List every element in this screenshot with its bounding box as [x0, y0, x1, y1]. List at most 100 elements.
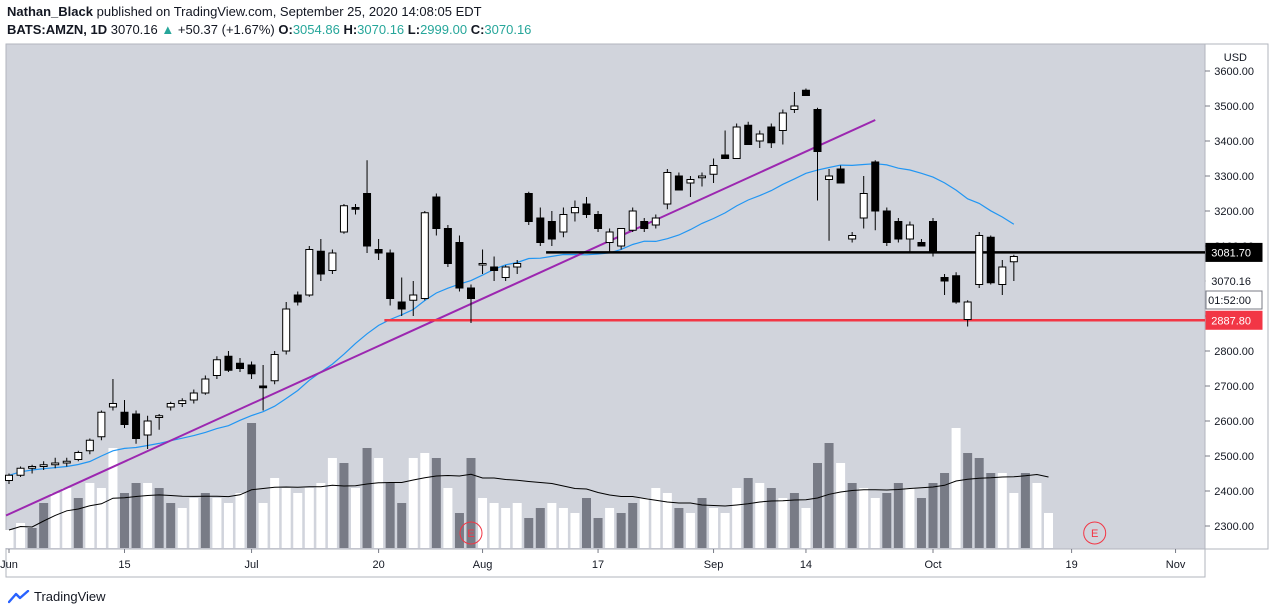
- volume-bar: [870, 498, 880, 548]
- candle-body: [432, 196, 441, 229]
- price-tick-label: 2400.00: [1214, 486, 1254, 498]
- open-label: O:: [278, 22, 293, 37]
- volume-bar: [339, 463, 349, 548]
- candle-body: [963, 301, 972, 320]
- trendline: [5, 119, 876, 517]
- candle-body: [732, 126, 741, 159]
- candle-body: [363, 193, 372, 247]
- candle-body: [836, 168, 845, 184]
- candle-body: [929, 221, 937, 254]
- high-value: 3070.16: [357, 22, 405, 37]
- volume-bar: [893, 483, 903, 548]
- volume-bar: [535, 508, 545, 548]
- earnings-marker-label: E: [1091, 528, 1098, 540]
- volume-bar: [732, 488, 742, 548]
- volume-bar: [547, 503, 557, 548]
- candle-body: [155, 415, 164, 418]
- volume-bar: [963, 453, 973, 548]
- price-tick-label: 2300.00: [1214, 521, 1254, 533]
- volume-bar: [940, 473, 950, 548]
- candle-body: [62, 460, 71, 464]
- volume-bar: [304, 488, 314, 548]
- volume-bar: [235, 493, 245, 548]
- candle-body: [132, 413, 141, 439]
- candle-body: [559, 214, 568, 233]
- candle-body: [605, 231, 614, 243]
- price-tick-label: 3200.00: [1214, 206, 1254, 218]
- plot-area[interactable]: [5, 43, 1206, 550]
- candle-body: [663, 172, 672, 205]
- chart-attribution: Nathan_Black published on TradingView.co…: [7, 4, 482, 19]
- candle-body: [467, 287, 475, 299]
- volume-bar: [524, 518, 534, 548]
- volume-bar: [247, 423, 257, 548]
- volume-bar: [374, 458, 384, 548]
- close-value: 3070.16: [484, 22, 532, 37]
- volume-bar: [674, 508, 684, 548]
- symbol-name[interactable]: BATS:AMZN, 1D: [7, 22, 108, 37]
- price-tick-label: 3500.00: [1214, 101, 1254, 113]
- candle-body: [16, 467, 25, 476]
- volume-bar: [316, 483, 326, 548]
- candles: [5, 88, 1018, 484]
- time-axis[interactable]: [5, 548, 1206, 578]
- published-text: published on TradingView.com, September …: [96, 4, 482, 19]
- date-tick-label: Jun: [0, 559, 18, 571]
- candle-body: [409, 294, 418, 301]
- volume-bar: [385, 483, 395, 548]
- volume-bar: [270, 478, 280, 548]
- volume-bar: [974, 458, 984, 548]
- moving-average: [8, 163, 1015, 476]
- low-value: 2999.00: [420, 22, 468, 37]
- tradingview-brand-text: TradingView: [34, 589, 106, 604]
- candle-body: [547, 221, 556, 240]
- open-value: 3054.86: [292, 22, 340, 37]
- date-tick-label: 20: [372, 559, 384, 571]
- volume-bar: [928, 483, 938, 548]
- candle-body: [1009, 256, 1018, 263]
- candle-body: [478, 263, 487, 266]
- volume-bar: [466, 458, 476, 548]
- date-tick-label: Aug: [473, 559, 493, 571]
- volume-bar: [431, 458, 441, 548]
- volume-bar: [997, 473, 1007, 548]
- volume-bar: [120, 493, 129, 548]
- candle-body: [108, 403, 117, 408]
- volume-bar: [824, 443, 834, 548]
- candle-body: [975, 235, 984, 285]
- date-tick-label: 15: [118, 559, 130, 571]
- earnings-marker: [1083, 521, 1107, 545]
- author-name[interactable]: Nathan_Black: [7, 4, 93, 19]
- volume-ma-line: [8, 473, 1049, 531]
- candle-body: [813, 109, 822, 152]
- candle-body: [628, 210, 637, 231]
- candle-body: [570, 207, 579, 214]
- change-up-icon: ▲: [161, 22, 175, 37]
- candle-body: [166, 403, 175, 408]
- earnings-marker-label: E: [467, 528, 474, 540]
- price-tick-label: 3300.00: [1214, 171, 1254, 183]
- candle-body: [536, 217, 545, 243]
- candle-body: [825, 175, 834, 180]
- price-tick-label: 2500.00: [1214, 451, 1254, 463]
- candle-body: [686, 179, 695, 184]
- candle-body: [744, 124, 753, 145]
- candle-body: [640, 221, 649, 229]
- candle-body: [259, 385, 268, 389]
- candle-body: [386, 252, 395, 299]
- volume-bar: [720, 513, 730, 548]
- close-label: C:: [470, 22, 485, 37]
- candle-body: [143, 420, 152, 436]
- tradingview-logo[interactable]: TradingView: [8, 589, 106, 604]
- volume-bar: [1009, 493, 1019, 548]
- volume-bar: [709, 508, 719, 548]
- volume-bar: [813, 463, 822, 548]
- bar-countdown-label-box: [1205, 290, 1263, 310]
- volume-bar: [478, 498, 488, 548]
- volume-bar: [177, 508, 187, 548]
- price-tick-label: 2600.00: [1214, 416, 1254, 428]
- volume-ma: [8, 473, 1049, 531]
- bar-countdown-label: 01:52:00: [1208, 295, 1251, 307]
- volume-bar: [743, 478, 753, 548]
